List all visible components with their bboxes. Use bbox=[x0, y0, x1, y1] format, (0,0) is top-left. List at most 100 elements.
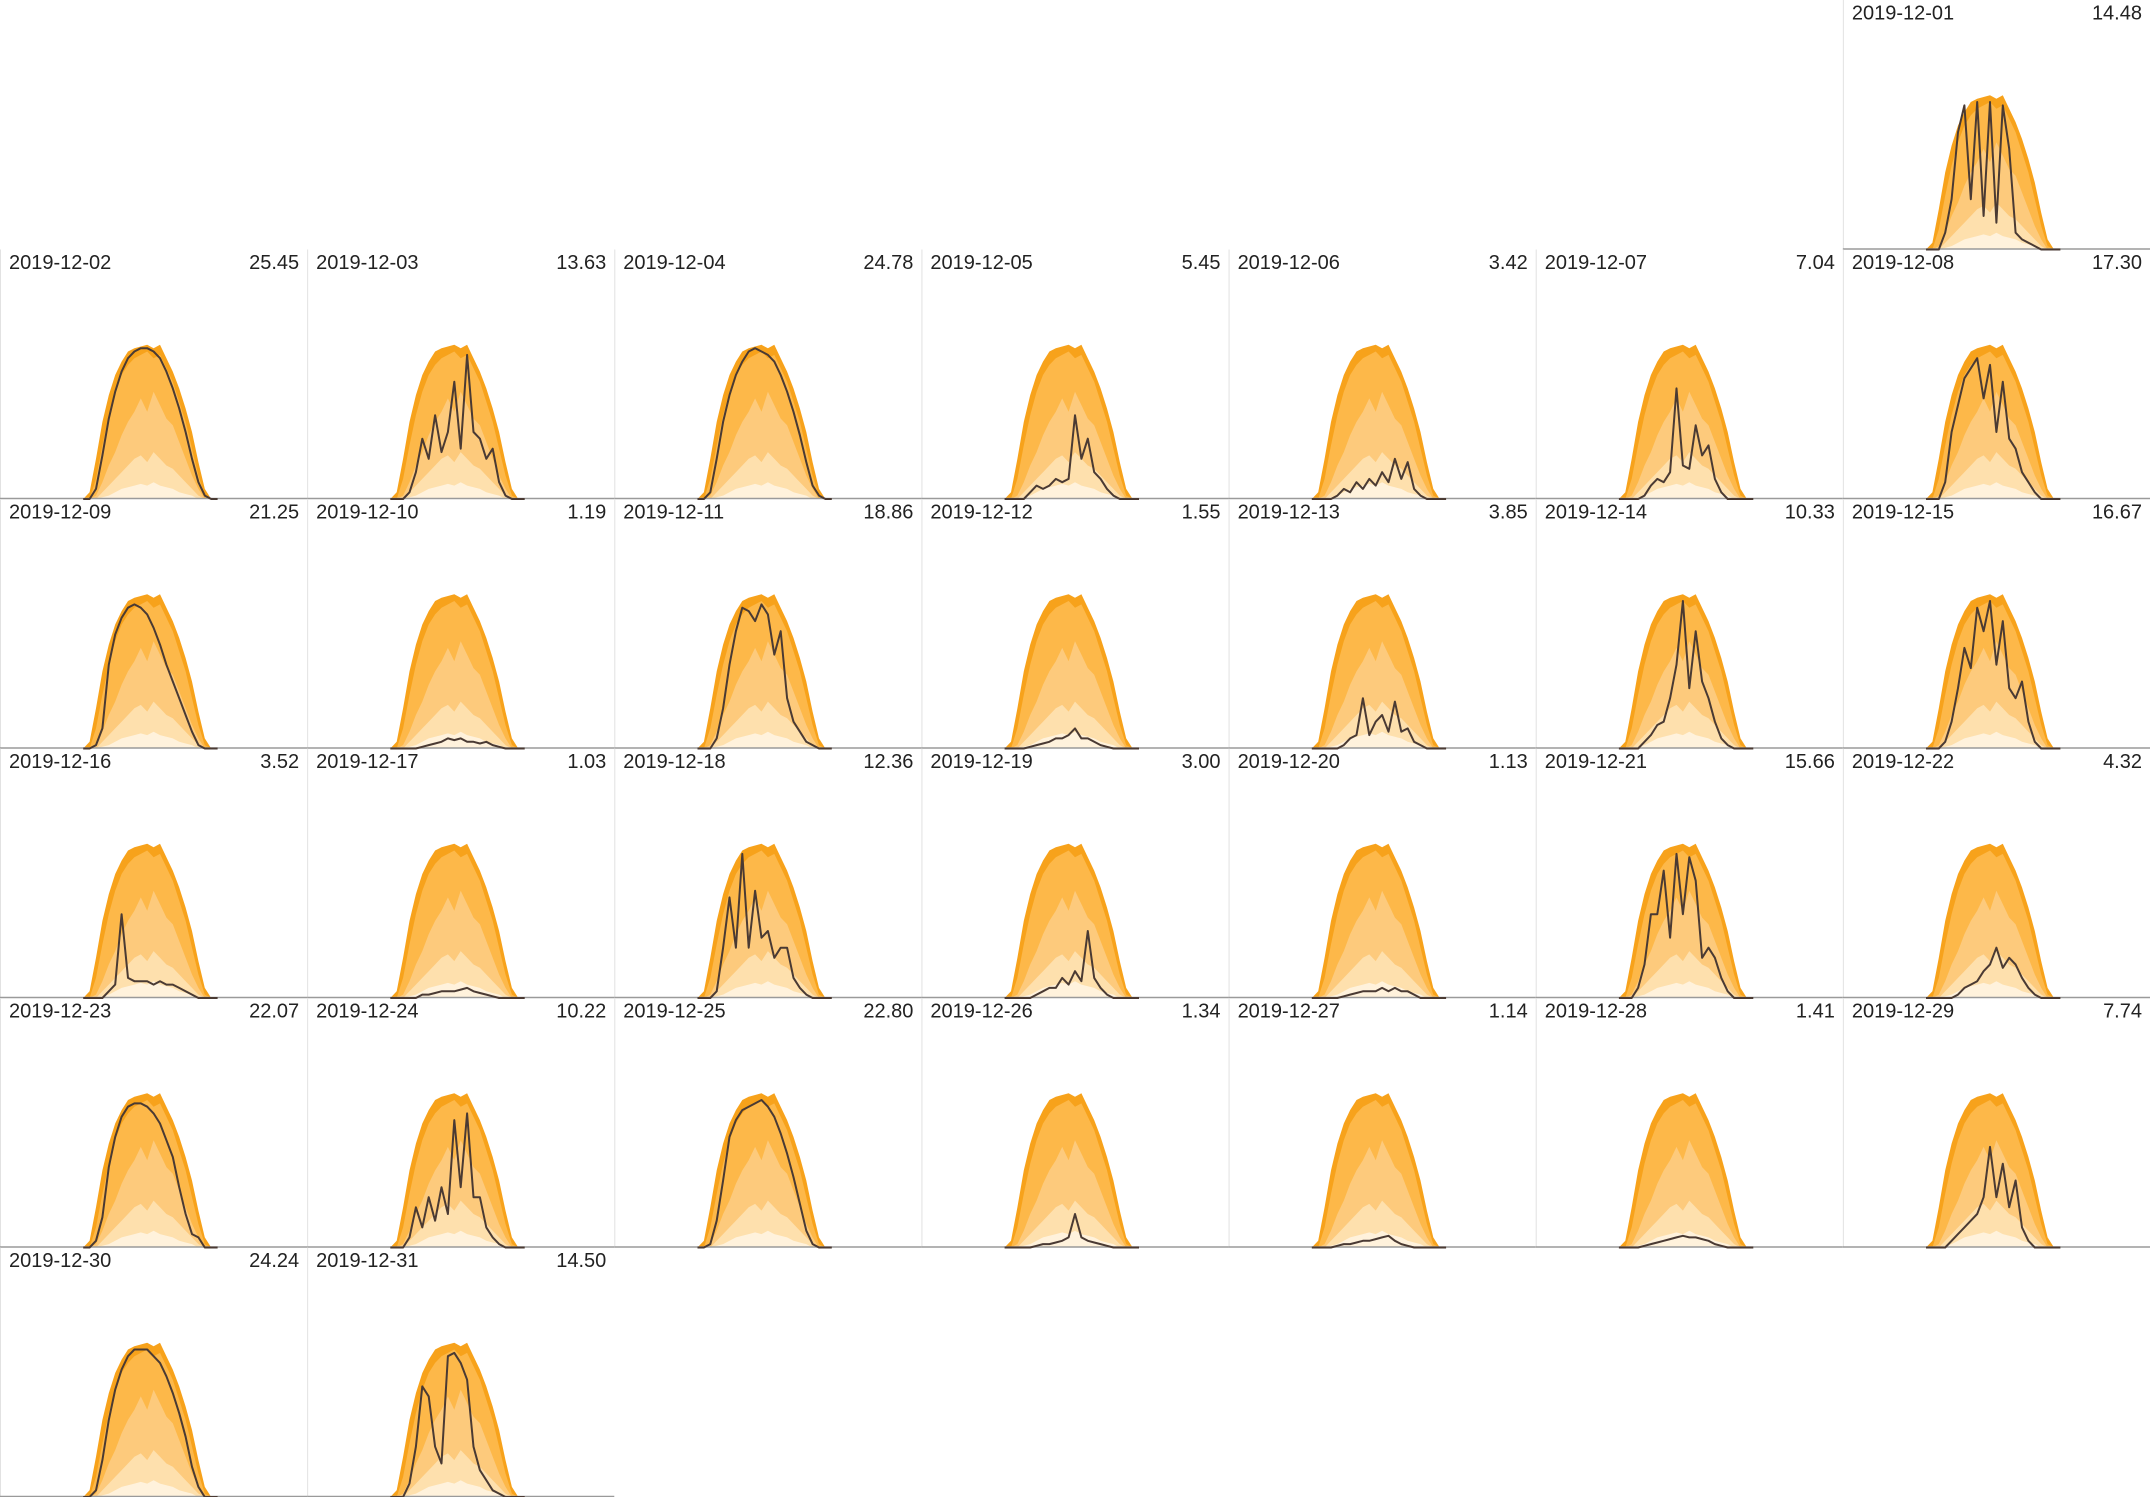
day-date: 2019-12-15 bbox=[1852, 501, 1954, 523]
day-cell: 2019-12-29 7.74 bbox=[1842, 998, 2150, 1249]
day-line bbox=[1311, 1234, 1447, 1249]
day-line bbox=[1618, 600, 1754, 750]
day-total: 5.45 bbox=[1182, 252, 1221, 274]
day-date: 2019-12-11 bbox=[623, 501, 724, 523]
percentile-band bbox=[1618, 482, 1754, 499]
day-total: 13.63 bbox=[556, 252, 606, 274]
day-date: 2019-12-20 bbox=[1238, 751, 1340, 773]
day-total: 22.07 bbox=[249, 1000, 299, 1022]
day-date: 2019-12-22 bbox=[1852, 751, 1954, 773]
day-line bbox=[1926, 101, 2061, 251]
day-total: 18.86 bbox=[863, 501, 913, 523]
percentile-band bbox=[697, 641, 832, 749]
day-line bbox=[1926, 1145, 2061, 1249]
day-cell: 2019-12-20 1.13 bbox=[1228, 748, 1536, 999]
day-line bbox=[390, 986, 525, 999]
day-line bbox=[1311, 986, 1447, 999]
percentile-band bbox=[1926, 1140, 2061, 1248]
percentile-band bbox=[83, 641, 218, 749]
day-line bbox=[83, 913, 218, 999]
percentile-band bbox=[697, 701, 832, 749]
day-cell: 2019-12-31 14.50 bbox=[307, 1247, 615, 1497]
day-total: 3.52 bbox=[260, 751, 299, 773]
day-line bbox=[1926, 357, 2061, 500]
day-line bbox=[1618, 852, 1754, 999]
percentile-band bbox=[1004, 641, 1139, 749]
day-date: 2019-12-09 bbox=[9, 501, 111, 523]
percentile-band bbox=[390, 1230, 525, 1248]
percentile-band bbox=[1926, 202, 2061, 250]
day-total: 1.03 bbox=[567, 751, 606, 773]
percentile-band bbox=[1004, 1230, 1139, 1248]
percentile-band bbox=[1004, 951, 1139, 998]
day-cell: 2019-12-09 21.25 bbox=[0, 499, 308, 750]
day-total: 1.19 bbox=[567, 501, 606, 523]
day-cell: 2019-12-08 17.30 bbox=[1842, 249, 2150, 500]
day-cell: 2019-12-24 10.22 bbox=[307, 998, 615, 1249]
day-line bbox=[1004, 414, 1139, 500]
percentile-band bbox=[1618, 731, 1754, 749]
day-date: 2019-12-01 bbox=[1852, 2, 1954, 24]
day-cell: 2019-12-11 18.86 bbox=[614, 499, 922, 750]
day-cell: 2019-12-13 3.85 bbox=[1228, 499, 1536, 750]
percentile-band bbox=[83, 1200, 218, 1248]
day-total: 15.66 bbox=[1785, 751, 1835, 773]
day-date: 2019-12-14 bbox=[1545, 501, 1647, 523]
percentile-band bbox=[83, 1389, 218, 1497]
day-total: 14.48 bbox=[2092, 2, 2142, 24]
day-cell: 2019-12-03 13.63 bbox=[307, 249, 615, 500]
percentile-band bbox=[1311, 452, 1447, 499]
day-line bbox=[1311, 697, 1447, 750]
percentile-band bbox=[1926, 482, 2061, 499]
percentile-band bbox=[1311, 482, 1447, 499]
day-date: 2019-12-24 bbox=[316, 1000, 418, 1022]
percentile-band bbox=[390, 452, 525, 499]
percentile-band bbox=[1618, 1200, 1754, 1248]
percentile-band bbox=[83, 731, 218, 749]
percentile-band bbox=[390, 701, 525, 749]
day-date: 2019-12-06 bbox=[1238, 252, 1340, 274]
day-date: 2019-12-03 bbox=[316, 252, 418, 274]
day-cell: 2019-12-10 1.19 bbox=[307, 499, 615, 750]
day-cell: 2019-12-28 1.41 bbox=[1535, 998, 1843, 1249]
day-date: 2019-12-17 bbox=[316, 751, 418, 773]
day-line bbox=[390, 1351, 525, 1497]
day-date: 2019-12-04 bbox=[623, 252, 725, 274]
percentile-band bbox=[1926, 232, 2061, 250]
day-date: 2019-12-21 bbox=[1545, 751, 1647, 773]
day-date: 2019-12-26 bbox=[930, 1000, 1032, 1022]
day-cell: 2019-12-06 3.42 bbox=[1228, 249, 1536, 500]
day-line bbox=[390, 737, 525, 750]
day-total: 10.22 bbox=[556, 1000, 606, 1022]
day-line bbox=[83, 603, 218, 750]
day-cell: 2019-12-15 16.67 bbox=[1842, 499, 2150, 750]
percentile-band bbox=[697, 482, 832, 499]
percentile-band bbox=[83, 951, 218, 998]
percentile-band bbox=[83, 452, 218, 499]
percentile-band bbox=[1926, 701, 2061, 749]
percentile-band bbox=[1311, 1200, 1447, 1248]
day-total: 3.00 bbox=[1182, 751, 1221, 773]
percentile-band bbox=[1311, 391, 1447, 499]
percentile-band bbox=[1311, 641, 1447, 749]
day-line bbox=[1618, 1234, 1754, 1249]
day-line bbox=[1311, 457, 1447, 500]
day-total: 25.45 bbox=[249, 252, 299, 274]
percentile-band bbox=[1926, 452, 2061, 499]
percentile-band bbox=[1618, 981, 1754, 998]
day-cell: 2019-12-05 5.45 bbox=[921, 249, 1229, 500]
day-total: 22.80 bbox=[863, 1000, 913, 1022]
day-line bbox=[697, 603, 832, 750]
percentile-band bbox=[390, 482, 525, 499]
day-date: 2019-12-28 bbox=[1545, 1000, 1647, 1022]
day-line bbox=[1004, 727, 1139, 750]
day-line bbox=[697, 1099, 832, 1249]
day-line bbox=[1618, 387, 1754, 500]
day-total: 1.13 bbox=[1489, 751, 1528, 773]
day-line bbox=[390, 353, 525, 500]
day-cell: 2019-12-17 1.03 bbox=[307, 748, 615, 999]
day-total: 1.34 bbox=[1182, 1000, 1221, 1022]
day-date: 2019-12-02 bbox=[9, 252, 111, 274]
percentile-band bbox=[1311, 1140, 1447, 1248]
